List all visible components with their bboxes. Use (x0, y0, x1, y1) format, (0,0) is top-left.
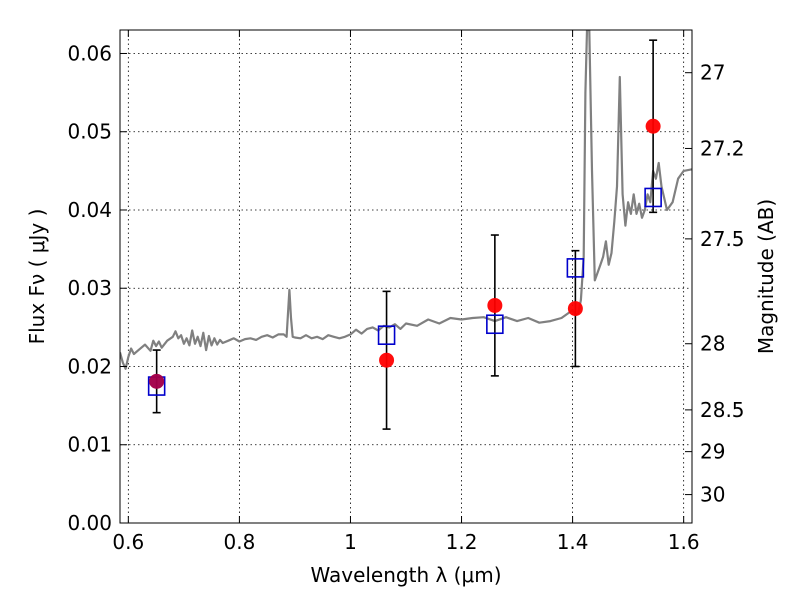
plot-frame (119, 29, 693, 524)
y-tick-label: 0.04 (67, 198, 112, 222)
x-tick-label: 1.4 (557, 530, 589, 554)
observed-flux-point (149, 373, 165, 389)
y-tick-label: 0.03 (67, 276, 112, 300)
x-tick-label: 0.6 (112, 530, 144, 554)
model-photometry-square (644, 187, 662, 208)
grid (120, 30, 692, 524)
y2-axis-label: Magnitude (AB) (754, 199, 778, 354)
y2-tick-label: 27 (700, 61, 725, 85)
y-axis-label: Flux Fν ( μJy ) (25, 209, 49, 345)
overlap-tint (149, 373, 165, 389)
model-spectrum-line (120, 30, 692, 370)
y-tick-label: 0.05 (67, 120, 112, 144)
y2-axis: 27 27.2 27.5 28 28.5 29 30 (685, 61, 745, 507)
y2-tick-label: 27.5 (700, 227, 745, 251)
y-tick-label: 0.01 (67, 433, 112, 457)
plot-area (120, 30, 692, 430)
x-axis-label: Wavelength λ (μm) (310, 563, 501, 587)
model-photometry-square (377, 325, 396, 345)
y2-tick-label: 27.2 (700, 136, 745, 160)
observed-flux-point (645, 118, 661, 134)
x-axis: 0.6 0.8 1 1.2 1.4 1.6 (112, 30, 700, 554)
y2-tick-label: 29 (700, 440, 725, 464)
y-tick-label: 0.02 (67, 354, 112, 378)
x-tick-label: 1.6 (668, 530, 700, 554)
observed-flux-point (487, 297, 503, 313)
y2-tick-label: 28.5 (700, 398, 745, 422)
model-photometry-square (486, 314, 504, 335)
model-photometry-square (566, 258, 585, 278)
y2-tick-label: 28 (700, 332, 725, 356)
observed-flux-point (567, 301, 583, 317)
x-tick-label: 1 (344, 530, 357, 554)
observed-flux-point (379, 352, 395, 368)
x-tick-label: 0.8 (223, 530, 255, 554)
y2-tick-label: 30 (700, 483, 725, 507)
x-tick-label: 1.2 (446, 530, 478, 554)
y-tick-label: 0.00 (67, 511, 112, 535)
y-tick-label: 0.06 (67, 41, 112, 65)
y-axis: 0.00 0.01 0.02 0.03 0.04 0.05 0.06 (67, 41, 127, 535)
